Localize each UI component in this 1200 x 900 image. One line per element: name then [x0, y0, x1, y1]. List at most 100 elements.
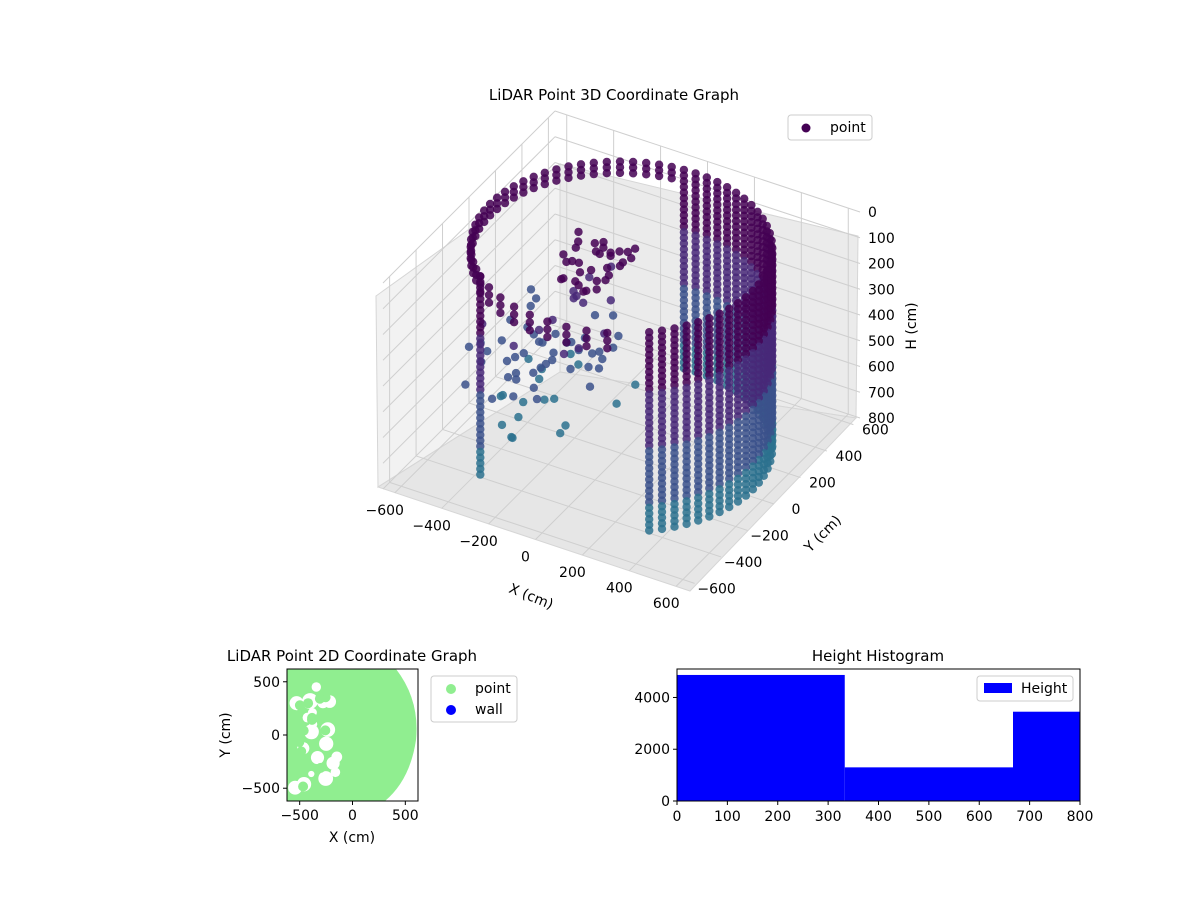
point-3d — [519, 397, 528, 407]
y-tick-labels-2d: −500 0 500 — [242, 675, 287, 797]
y-axis-label-2d: Y (cm) — [218, 712, 234, 758]
point-3d — [525, 326, 534, 335]
scatter-gap-2d — [319, 736, 334, 751]
y-tick-3d: 400 — [836, 449, 863, 465]
point-3d — [584, 362, 593, 372]
histogram-title: Height Histogram — [812, 647, 944, 665]
point-3d — [562, 338, 571, 347]
scatter-gap-2d — [308, 770, 315, 778]
point-3d — [509, 193, 518, 202]
point-3d — [603, 328, 612, 338]
x-tick-3d: 0 — [521, 550, 530, 566]
point-cloud-3d — [461, 157, 777, 535]
legend-label-height: Height — [1021, 681, 1068, 697]
z-tick-3d: 200 — [868, 257, 895, 273]
point-3d — [476, 279, 485, 289]
point-3d — [561, 421, 570, 430]
z-tick-3d: 500 — [868, 334, 895, 350]
point-3d — [526, 301, 535, 311]
histogram-x-tick: 400 — [865, 809, 892, 825]
point-3d — [487, 394, 497, 403]
y-tick-3d: 0 — [792, 502, 801, 518]
point-3d — [509, 302, 519, 311]
point-3d — [562, 322, 571, 332]
y-tick-2d: 500 — [253, 675, 280, 691]
scatter-gap-2d — [330, 767, 341, 778]
x-tick-labels-3d: −600 −400 −200 0 200 400 600 — [366, 503, 680, 612]
histogram-x-tick: 800 — [1067, 809, 1094, 825]
y-tick-3d: 200 — [809, 476, 836, 492]
point-3d — [615, 247, 624, 256]
point-3d — [509, 310, 519, 319]
point-3d — [582, 334, 591, 343]
point-3d — [575, 268, 585, 277]
point-3d — [582, 286, 591, 295]
point-3d — [594, 364, 604, 373]
point-3d — [543, 325, 552, 334]
z-tick-labels-3d: 0 100 200 300 400 500 600 700 800 — [868, 205, 895, 427]
x-tick-3d: −600 — [366, 503, 404, 519]
point-3d — [598, 354, 607, 364]
point-3d — [574, 227, 583, 237]
point-2d — [303, 698, 314, 709]
point-3d — [511, 368, 521, 378]
point-2d — [307, 714, 317, 725]
point-3d — [628, 169, 638, 178]
chart-2d: LiDAR Point 2D Coordinate Graph −500 0 500… — [218, 647, 518, 846]
point-3d — [503, 373, 513, 382]
x-tick-3d: −200 — [459, 534, 497, 550]
x-tick-2d: −500 — [280, 808, 318, 824]
point-3d — [615, 261, 625, 271]
point-3d — [556, 429, 565, 438]
point-3d — [562, 257, 571, 267]
scatter-gap-2d — [310, 751, 325, 765]
point-3d — [741, 491, 751, 500]
point-3d — [507, 432, 516, 442]
point-3d — [608, 311, 618, 320]
point-3d — [748, 485, 758, 494]
z-tick-3d: 700 — [868, 385, 895, 401]
legend-marker-wall-2d — [446, 705, 456, 715]
point-3d — [497, 420, 507, 430]
histogram-y-tick: 2000 — [634, 742, 670, 758]
point-3d — [483, 347, 492, 356]
point-3d — [548, 355, 557, 365]
point-3d — [525, 310, 534, 319]
point-2d — [298, 781, 309, 792]
legend-marker-point — [801, 123, 811, 133]
histogram-y-tick: 0 — [661, 794, 670, 810]
point-3d — [612, 399, 621, 408]
point-3d — [579, 298, 588, 307]
x-tick-3d: 400 — [606, 581, 633, 597]
histogram-bar — [1013, 711, 1080, 801]
point-3d — [529, 183, 538, 193]
point-3d — [705, 512, 714, 521]
point-3d — [559, 274, 568, 283]
point-3d — [667, 174, 676, 183]
z-tick-3d: 300 — [868, 282, 895, 298]
point-3d — [574, 258, 584, 267]
point-3d — [627, 254, 636, 263]
point-3d — [592, 276, 601, 286]
point-2d — [314, 693, 325, 704]
point-3d — [574, 237, 583, 246]
point-3d — [603, 344, 612, 353]
histogram-x-tick: 100 — [714, 809, 741, 825]
point-3d — [572, 291, 581, 301]
point-3d — [694, 516, 703, 525]
point-3d — [591, 247, 601, 256]
point-3d — [592, 285, 601, 294]
point-3d — [566, 364, 575, 374]
point-3d — [484, 298, 494, 307]
legend-label-point: point — [830, 120, 866, 136]
point-3d — [603, 263, 612, 273]
x-tick-3d: 200 — [559, 565, 586, 581]
z-tick-3d: 400 — [868, 308, 895, 324]
point-3d — [589, 169, 598, 179]
histogram-y-tick-labels: 0 2000 4000 — [634, 690, 677, 810]
point-3d — [538, 338, 547, 347]
point-3d — [574, 281, 583, 290]
x-axis-label-3d: X (cm) — [507, 581, 556, 613]
point-3d — [654, 171, 664, 181]
